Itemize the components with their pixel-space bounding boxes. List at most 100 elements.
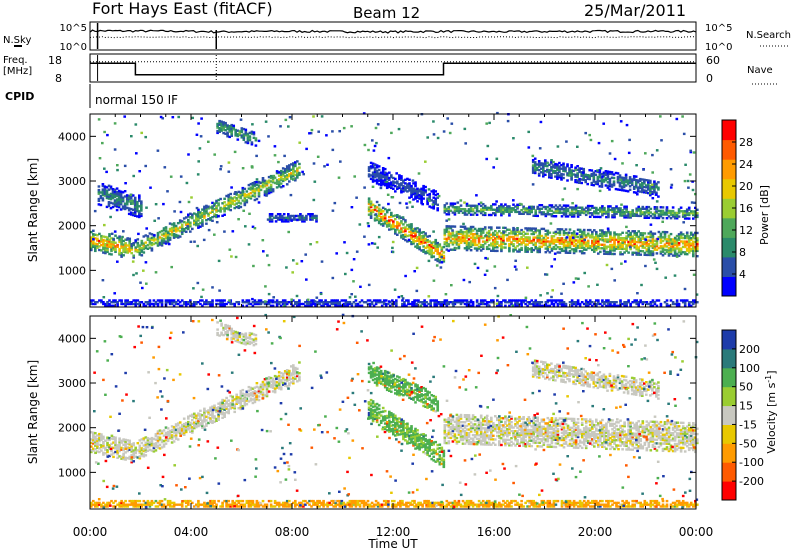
data-cell: [692, 254, 695, 258]
data-cell: [514, 302, 517, 306]
data-cell: [138, 249, 142, 253]
data-cell: [213, 207, 216, 211]
data-cell: [510, 241, 513, 244]
data-cell: [268, 214, 272, 218]
data-cell: [483, 204, 487, 208]
nave-label: Nave: [747, 65, 773, 76]
data-cell: [516, 304, 519, 307]
data-cell: [436, 209, 440, 212]
data-cell: [582, 252, 586, 255]
data-cell: [436, 196, 440, 199]
data-cell: [117, 195, 121, 198]
data-cell: [130, 450, 134, 453]
data-cell: [242, 135, 246, 138]
data-cell: [160, 302, 164, 306]
data-cell: [410, 226, 413, 230]
data-cell: [681, 233, 685, 236]
data-cell: [692, 233, 695, 236]
data-cell: [180, 227, 184, 230]
data-cell: [344, 301, 348, 304]
data-cell: [395, 304, 398, 307]
scatter-cell: [427, 197, 430, 201]
data-cell: [496, 231, 499, 235]
data-cell: [641, 190, 644, 194]
data-cell: [669, 252, 673, 255]
data-cell: [268, 216, 272, 219]
data-cell: [574, 211, 578, 215]
data-cell: [247, 183, 251, 187]
data-cell: [663, 232, 667, 236]
data-cell: [138, 194, 141, 197]
scatter-cell: [292, 177, 296, 180]
data-cell: [584, 241, 588, 244]
data-cell: [100, 240, 103, 243]
data-cell: [388, 219, 391, 222]
data-cell: [475, 243, 479, 247]
data-cell: [607, 301, 610, 304]
data-cell: [148, 448, 152, 451]
data-cell: [140, 452, 144, 455]
data-cell: [280, 218, 284, 221]
data-cell: [536, 247, 540, 250]
data-cell: [651, 236, 655, 239]
data-cell: [617, 304, 620, 307]
data-cell: [308, 301, 311, 304]
data-cell: [694, 246, 697, 249]
data-cell: [201, 224, 204, 227]
data-cell: [593, 246, 596, 250]
data-cell: [221, 202, 224, 205]
data-cell: [622, 176, 626, 180]
data-cell: [410, 186, 413, 190]
data-cell: [637, 302, 641, 306]
data-cell: [696, 244, 699, 247]
scatter-cell: [189, 240, 193, 243]
data-cell: [388, 185, 391, 189]
data-cell: [576, 179, 579, 182]
data-cell: [298, 301, 301, 304]
scatter-cell: [353, 175, 357, 178]
data-cell: [649, 194, 652, 197]
data-cell: [402, 234, 405, 237]
scatter-cell: [644, 238, 648, 241]
data-cell: [152, 443, 156, 446]
data-cell: [496, 206, 499, 210]
data-cell: [546, 170, 549, 173]
data-cell: [490, 242, 493, 245]
data-cell: [609, 233, 612, 236]
data-cell: [375, 169, 379, 173]
data-cell: [637, 239, 641, 242]
data-cell: [128, 237, 132, 240]
data-cell: [279, 178, 283, 182]
data-cell: [485, 301, 489, 304]
scatter-cell: [571, 202, 574, 205]
data-cell: [566, 242, 570, 246]
data-cell: [457, 206, 461, 209]
data-cell: [227, 301, 231, 304]
scatter-cell: [219, 168, 222, 171]
data-cell: [442, 256, 446, 259]
data-cell: [120, 455, 123, 459]
data-cell: [253, 195, 257, 198]
data-cell: [671, 206, 675, 209]
data-cell: [530, 205, 534, 208]
scatter-cell: [684, 163, 687, 166]
data-cell: [377, 174, 381, 177]
data-cell: [263, 181, 267, 184]
data-cell: [593, 206, 596, 210]
scatter-cell: [493, 265, 497, 268]
data-cell: [550, 242, 554, 245]
data-cell: [629, 235, 632, 238]
data-cell: [388, 215, 391, 219]
scatter-cell: [545, 273, 549, 276]
data-cell: [236, 129, 240, 132]
data-cell: [136, 248, 140, 252]
data-cell: [623, 238, 626, 242]
data-cell: [586, 234, 590, 237]
data-cell: [249, 302, 253, 306]
data-cell: [217, 302, 220, 306]
data-cell: [276, 213, 280, 216]
data-cell: [647, 186, 650, 189]
data-cell: [133, 212, 137, 216]
data-cell: [687, 301, 691, 304]
data-cell: [546, 245, 550, 249]
